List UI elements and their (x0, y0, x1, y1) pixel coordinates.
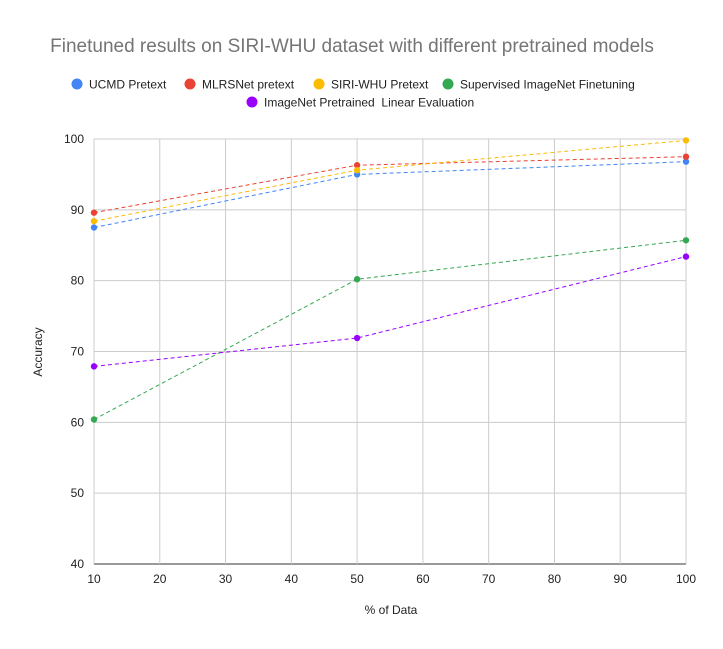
grid (93, 138, 687, 565)
x-tick-label: 60 (416, 572, 430, 586)
y-tick-label: 100 (64, 132, 84, 146)
legend-label: SIRI-WHU Pretext (331, 78, 429, 92)
x-tick-label: 30 (219, 572, 233, 586)
legend-marker (442, 78, 454, 90)
legend-label: ImageNet Pretrained Linear Evaluation (264, 96, 474, 110)
data-point (353, 166, 361, 174)
data-point (353, 334, 361, 342)
series-line (93, 256, 687, 367)
x-axis-label: % of Data (365, 603, 418, 617)
x-tick-label: 70 (482, 572, 496, 586)
legend-marker (71, 78, 83, 90)
x-tick-label: 10 (87, 572, 101, 586)
x-axis-ticks: 10 20 30 40 50 60 70 80 90 100 (87, 572, 696, 586)
legend-item-ucmd-pretext: UCMD Pretext (71, 78, 167, 92)
data-point (682, 153, 690, 160)
data-point (90, 209, 98, 216)
series-siri-whu-pretext (90, 137, 690, 225)
x-tick-label: 100 (676, 572, 696, 586)
y-tick-label: 50 (71, 486, 85, 500)
legend-marker (246, 96, 258, 108)
series-line (93, 239, 687, 420)
y-tick-label: 90 (71, 203, 85, 217)
data-point (90, 416, 98, 423)
y-tick-label: 70 (71, 345, 85, 359)
series-ucmd-pretext (90, 158, 690, 231)
legend-label: Supervised ImageNet Finetuning (460, 78, 635, 92)
series-supervised-imagenet-finetuning (90, 237, 690, 423)
data-point (682, 253, 690, 260)
data-point (682, 237, 690, 244)
y-axis-label: Accuracy (31, 327, 45, 376)
legend-item-supervised-imagenet-finetuning: Supervised ImageNet Finetuning (442, 78, 635, 92)
series-imagenet-pretrained-linear-evaluation (90, 253, 690, 370)
legend-item-imagenet-pretrained-linear-evaluation: ImageNet Pretrained Linear Evaluation (246, 96, 474, 110)
legend-label: UCMD Pretext (89, 78, 167, 92)
legend-marker (313, 78, 325, 90)
data-point (682, 137, 690, 144)
y-tick-label: 40 (71, 557, 85, 571)
data-point (353, 276, 361, 283)
x-tick-label: 90 (614, 572, 628, 586)
data-point (90, 224, 98, 231)
x-tick-label: 50 (350, 572, 364, 586)
chart-title: Finetuned results on SIRI-WHU dataset wi… (50, 36, 654, 57)
series-group (90, 137, 690, 423)
legend: UCMD Pretext MLRSNet pretext SIRI-WHU Pret… (71, 78, 635, 110)
x-tick-label: 80 (548, 572, 562, 586)
data-point (90, 217, 98, 225)
x-tick-label: 40 (285, 572, 299, 586)
y-tick-label: 60 (71, 415, 85, 429)
data-point (90, 363, 98, 370)
legend-item-mlrsnet-pretext: MLRSNet pretext (184, 78, 295, 92)
legend-item-siri-whu-pretext: SIRI-WHU Pretext (313, 78, 429, 92)
series-mlrsnet-pretext (90, 153, 690, 216)
legend-label: MLRSNet pretext (202, 78, 295, 92)
y-axis-ticks: 40 50 60 70 80 90 100 (64, 132, 84, 571)
data-point (353, 162, 361, 169)
x-tick-label: 20 (153, 572, 167, 586)
data-point (682, 158, 690, 165)
y-tick-label: 80 (71, 274, 85, 288)
legend-marker (184, 78, 196, 90)
